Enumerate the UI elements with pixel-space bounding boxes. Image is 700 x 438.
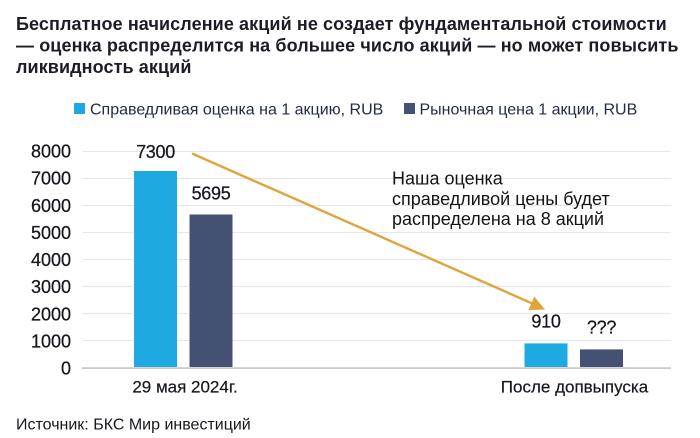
svg-text:5695: 5695: [192, 184, 231, 204]
svg-text:6000: 6000: [31, 196, 71, 216]
svg-text:справедливой цены будет: справедливой цены будет: [392, 189, 610, 209]
svg-text:7300: 7300: [136, 142, 175, 162]
svg-text:После допвыпуска: После допвыпуска: [501, 378, 649, 397]
svg-text:3000: 3000: [31, 277, 71, 297]
svg-text:Рыночная цена 1 акции, RUB: Рыночная цена 1 акции, RUB: [420, 102, 638, 119]
svg-text:— оценка распределится на боль: — оценка распределится на большее число …: [16, 35, 678, 55]
svg-text:2000: 2000: [31, 304, 71, 324]
svg-text:29 мая 2024г.: 29 мая 2024г.: [132, 378, 237, 397]
svg-text:Источник: БКС Мир инвестиций: Источник: БКС Мир инвестиций: [16, 417, 251, 434]
svg-text:Наша оценка: Наша оценка: [392, 169, 504, 189]
svg-text:5000: 5000: [31, 223, 71, 243]
svg-text:Бесплатное начисление акций не: Бесплатное начисление акций не создает ф…: [16, 14, 667, 34]
svg-text:???: ???: [587, 318, 616, 338]
svg-text:распределена на 8 акций: распределена на 8 акций: [392, 209, 604, 229]
svg-text:Справедливая оценка на 1 акцию: Справедливая оценка на 1 акцию, RUB: [90, 102, 383, 119]
svg-text:1000: 1000: [31, 332, 71, 352]
svg-text:0: 0: [61, 359, 71, 379]
svg-text:8000: 8000: [31, 142, 71, 162]
svg-text:7000: 7000: [31, 169, 71, 189]
svg-text:ликвидность акций: ликвидность акций: [16, 57, 192, 77]
svg-text:4000: 4000: [31, 250, 71, 270]
svg-text:910: 910: [531, 312, 560, 332]
